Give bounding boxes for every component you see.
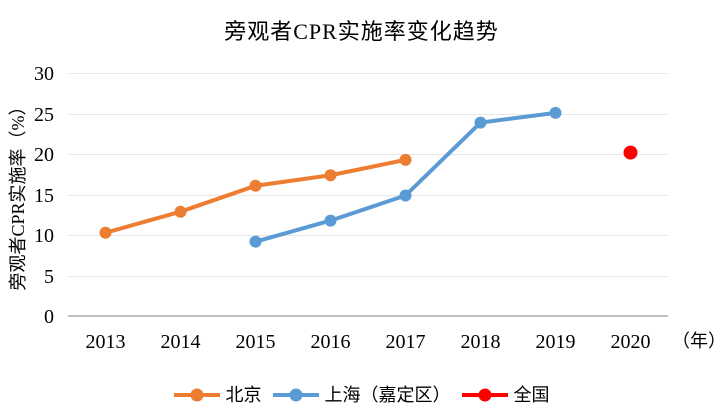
- gridline: [68, 113, 668, 115]
- legend-dot: [190, 388, 203, 402]
- x-axis-line: [68, 315, 668, 317]
- y-tick-label: 10: [34, 225, 54, 247]
- y-axis-tick-labels: 0 5 10 15 20 25 30: [0, 64, 54, 327]
- x-tick-label: 2017: [385, 331, 426, 353]
- x-tick-label: 2014: [160, 331, 201, 353]
- x-tick-label: 2019: [535, 331, 576, 353]
- legend-label: 上海（嘉定区）: [324, 385, 451, 405]
- legend-label: 北京: [225, 385, 262, 405]
- gridline: [68, 194, 668, 196]
- gridline: [68, 235, 668, 237]
- data-point: [474, 116, 487, 129]
- data-point: [99, 226, 112, 239]
- x-tick-label: 2016: [310, 331, 351, 353]
- plot-area: [68, 73, 668, 317]
- x-tick-label: 2015: [235, 331, 276, 353]
- series-line: [103, 157, 408, 235]
- gridline: [68, 154, 668, 156]
- legend-dot: [478, 388, 491, 402]
- x-axis-tick-labels: 2013 2014 2015 2016 2017 2018 2019 2020: [68, 331, 668, 355]
- y-tick-label: 0: [44, 306, 54, 328]
- legend-marker-icon: [272, 388, 319, 402]
- y-tick-label: 25: [34, 103, 54, 126]
- y-tick-label: 20: [34, 144, 54, 166]
- x-tick-label: 2018: [460, 331, 501, 353]
- data-point: [324, 214, 337, 227]
- chart-title: 旁观者CPR实施率变化趋势: [224, 19, 499, 44]
- x-axis-unit-label: （年）: [672, 331, 723, 351]
- x-tick-label: 2020: [610, 331, 651, 353]
- data-point: [399, 189, 412, 202]
- legend-marker-icon: [461, 388, 508, 402]
- legend-item: 北京: [173, 385, 262, 405]
- series-line: [253, 110, 558, 244]
- data-point: [249, 235, 262, 248]
- y-tick-label: 15: [34, 184, 54, 207]
- legend-item: 上海（嘉定区）: [272, 385, 451, 405]
- gridline: [68, 73, 668, 74]
- chart-legend: 北京 上海（嘉定区） 全国: [0, 382, 723, 408]
- data-point: [623, 145, 638, 160]
- legend-marker-icon: [173, 388, 220, 402]
- data-point: [174, 205, 187, 218]
- data-point: [549, 106, 562, 119]
- legend-label: 全国: [513, 385, 550, 405]
- data-point: [399, 153, 412, 166]
- legend-item: 全国: [461, 385, 550, 405]
- y-tick-label: 5: [44, 265, 54, 288]
- series-layer: [99, 106, 638, 248]
- gridline: [68, 275, 668, 277]
- x-tick-label: 2013: [85, 331, 126, 353]
- y-tick-label: 30: [34, 63, 54, 85]
- data-point: [249, 179, 262, 192]
- legend-dot: [289, 388, 302, 402]
- data-point: [324, 169, 337, 182]
